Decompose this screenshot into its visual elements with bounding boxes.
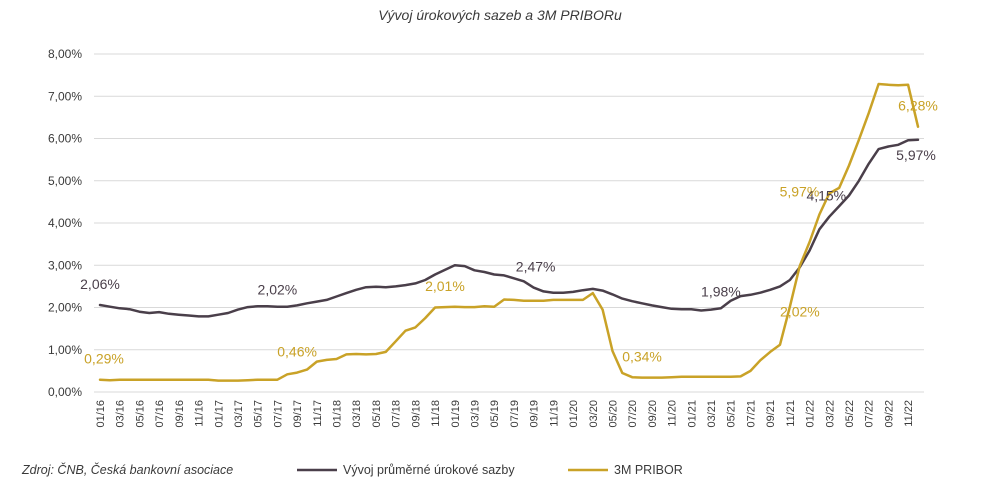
x-tick-label: 07/17 [272, 400, 284, 428]
x-tick-label: 01/20 [568, 400, 580, 428]
x-tick-label: 11/21 [785, 400, 797, 427]
x-tick-label: 11/22 [903, 400, 915, 427]
data-label: 0,46% [277, 344, 317, 360]
data-label: 2,02% [780, 304, 820, 320]
x-tick-label: 05/17 [253, 400, 265, 428]
data-annotations: 2,06% 2,02%2,47%1,98%4,15%5,97%0,29% 0,46%… [80, 98, 938, 367]
legend-label-pribor: 3M PRIBOR [614, 463, 683, 477]
y-tick-label: 5,00% [48, 174, 82, 188]
y-tick-label: 2,00% [48, 301, 82, 315]
data-label: 2,06% [80, 276, 120, 292]
y-tick-label: 7,00% [48, 89, 82, 103]
x-tick-label: 09/17 [292, 400, 304, 428]
x-tick-label: 09/16 [174, 400, 186, 428]
series-line-pribor [98, 82, 920, 382]
legend: Vývoj průměrné úrokové sazby 3M PRIBOR [297, 463, 683, 477]
x-tick-label: 11/16 [194, 400, 206, 427]
data-label: 5,97% [780, 184, 820, 200]
x-tick-label: 11/17 [312, 400, 324, 427]
x-tick-label: 09/18 [410, 400, 422, 428]
series-lines [98, 82, 920, 382]
x-tick-label: 07/19 [509, 400, 521, 428]
x-tick-label: 09/19 [529, 400, 541, 428]
y-tick-label: 6,00% [48, 132, 82, 146]
series-line-average-rate [98, 138, 920, 318]
data-label: 0,34% [622, 349, 662, 365]
data-label: 4,15% [806, 188, 846, 204]
data-label: 5,97% [896, 147, 936, 163]
x-tick-label: 07/18 [391, 400, 403, 428]
y-tick-label: 3,00% [48, 258, 82, 272]
x-tick-label: 05/21 [726, 400, 738, 428]
data-label: 6,28% [898, 98, 938, 114]
x-tick-label: 07/16 [154, 400, 166, 428]
x-tick-label: 03/22 [824, 400, 836, 428]
x-tick-label: 03/19 [470, 400, 482, 428]
x-tick-label: 01/17 [213, 400, 225, 428]
x-tick-label: 03/18 [351, 400, 363, 428]
x-tick-label: 09/20 [647, 400, 659, 428]
x-tick-label: 03/16 [115, 400, 127, 428]
x-tick-label: 11/20 [667, 400, 679, 427]
x-tick-label: 05/20 [607, 400, 619, 428]
y-tick-label: 0,00% [48, 385, 82, 399]
data-label: 2,02% [258, 282, 298, 298]
source-note: Zdroj: ČNB, Česká bankovní asociace [21, 462, 233, 477]
x-tick-label: 11/18 [430, 400, 442, 427]
x-tick-label: 05/18 [371, 400, 383, 428]
x-tick-label: 09/21 [765, 400, 777, 428]
data-label: 2,47% [516, 259, 556, 275]
x-tick-label: 01/19 [450, 400, 462, 428]
x-tick-label: 01/22 [805, 400, 817, 428]
x-tick-label: 07/21 [745, 400, 757, 428]
x-tick-label: 01/16 [95, 400, 107, 428]
x-tick-label: 05/19 [489, 400, 501, 428]
legend-label-average-rate: Vývoj průměrné úrokové sazby [343, 463, 515, 477]
y-axis-tick-labels: 0,00% 1,00% 2,00% 3,00% 4,00% 5,00% 6,00% 7,00%… [48, 47, 82, 399]
data-label: 0,29% [84, 351, 124, 367]
chart-title: Vývoj úrokových sazeb a 3M PRIBORu [378, 7, 622, 23]
x-tick-label: 07/22 [864, 400, 876, 428]
x-tick-label: 03/20 [588, 400, 600, 428]
data-label: 2,01% [425, 278, 465, 294]
x-axis-tick-labels: 01/16 03/16 05/16 07/16 09/16 11/16 01/17 03/17… [95, 400, 915, 428]
x-tick-label: 05/22 [844, 400, 856, 428]
x-tick-label: 07/20 [627, 400, 639, 428]
x-tick-label: 03/17 [233, 400, 245, 428]
x-tick-label: 11/19 [548, 400, 560, 427]
grid-lines [94, 53, 924, 393]
data-label: 1,98% [701, 283, 741, 299]
x-tick-label: 01/21 [686, 400, 698, 428]
y-tick-label: 1,00% [48, 343, 82, 357]
x-tick-label: 09/22 [883, 400, 895, 428]
x-tick-label: 01/18 [332, 400, 344, 428]
y-tick-label: 8,00% [48, 47, 82, 61]
x-tick-label: 03/21 [706, 400, 718, 428]
y-tick-label: 4,00% [48, 216, 82, 230]
x-tick-label: 05/16 [134, 400, 146, 428]
